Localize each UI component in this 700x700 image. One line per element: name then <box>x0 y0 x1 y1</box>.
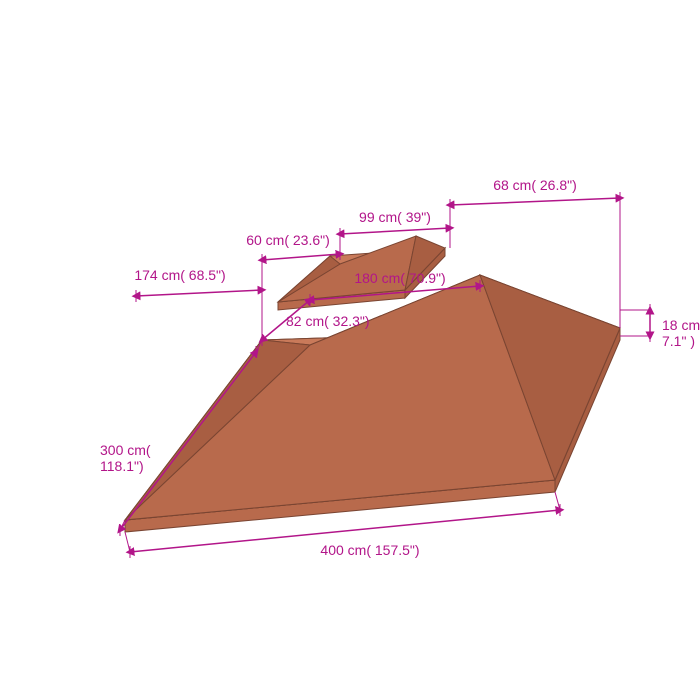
dim-label-d82: 82 cm( 32.3") <box>286 313 370 329</box>
dim-line-d68 <box>450 198 620 205</box>
dim-label-d99: 99 cm( 39") <box>359 209 431 225</box>
dim-label-d400: 400 cm( 157.5") <box>320 542 419 558</box>
dim-label-d300: 300 cm(118.1") <box>100 442 151 474</box>
dim-label-d60: 60 cm( 23.6") <box>246 232 330 248</box>
dim-label-d18: 18 cm(7.1" ) <box>662 317 700 349</box>
dim-label-d68: 68 cm( 26.8") <box>493 177 577 193</box>
dim-guide <box>125 532 130 552</box>
dimension-diagram: 174 cm( 68.5") 60 cm( 23.6") 99 cm( 39") 68… <box>0 0 700 700</box>
roof-front2 <box>125 275 555 520</box>
dim-label-d180: 180 cm( 70.9") <box>354 270 445 286</box>
dim-label-d174: 174 cm( 68.5") <box>134 267 225 283</box>
dim-guide <box>555 492 560 510</box>
dim-line-d174 <box>136 290 262 296</box>
dim-line-d99 <box>340 228 450 234</box>
